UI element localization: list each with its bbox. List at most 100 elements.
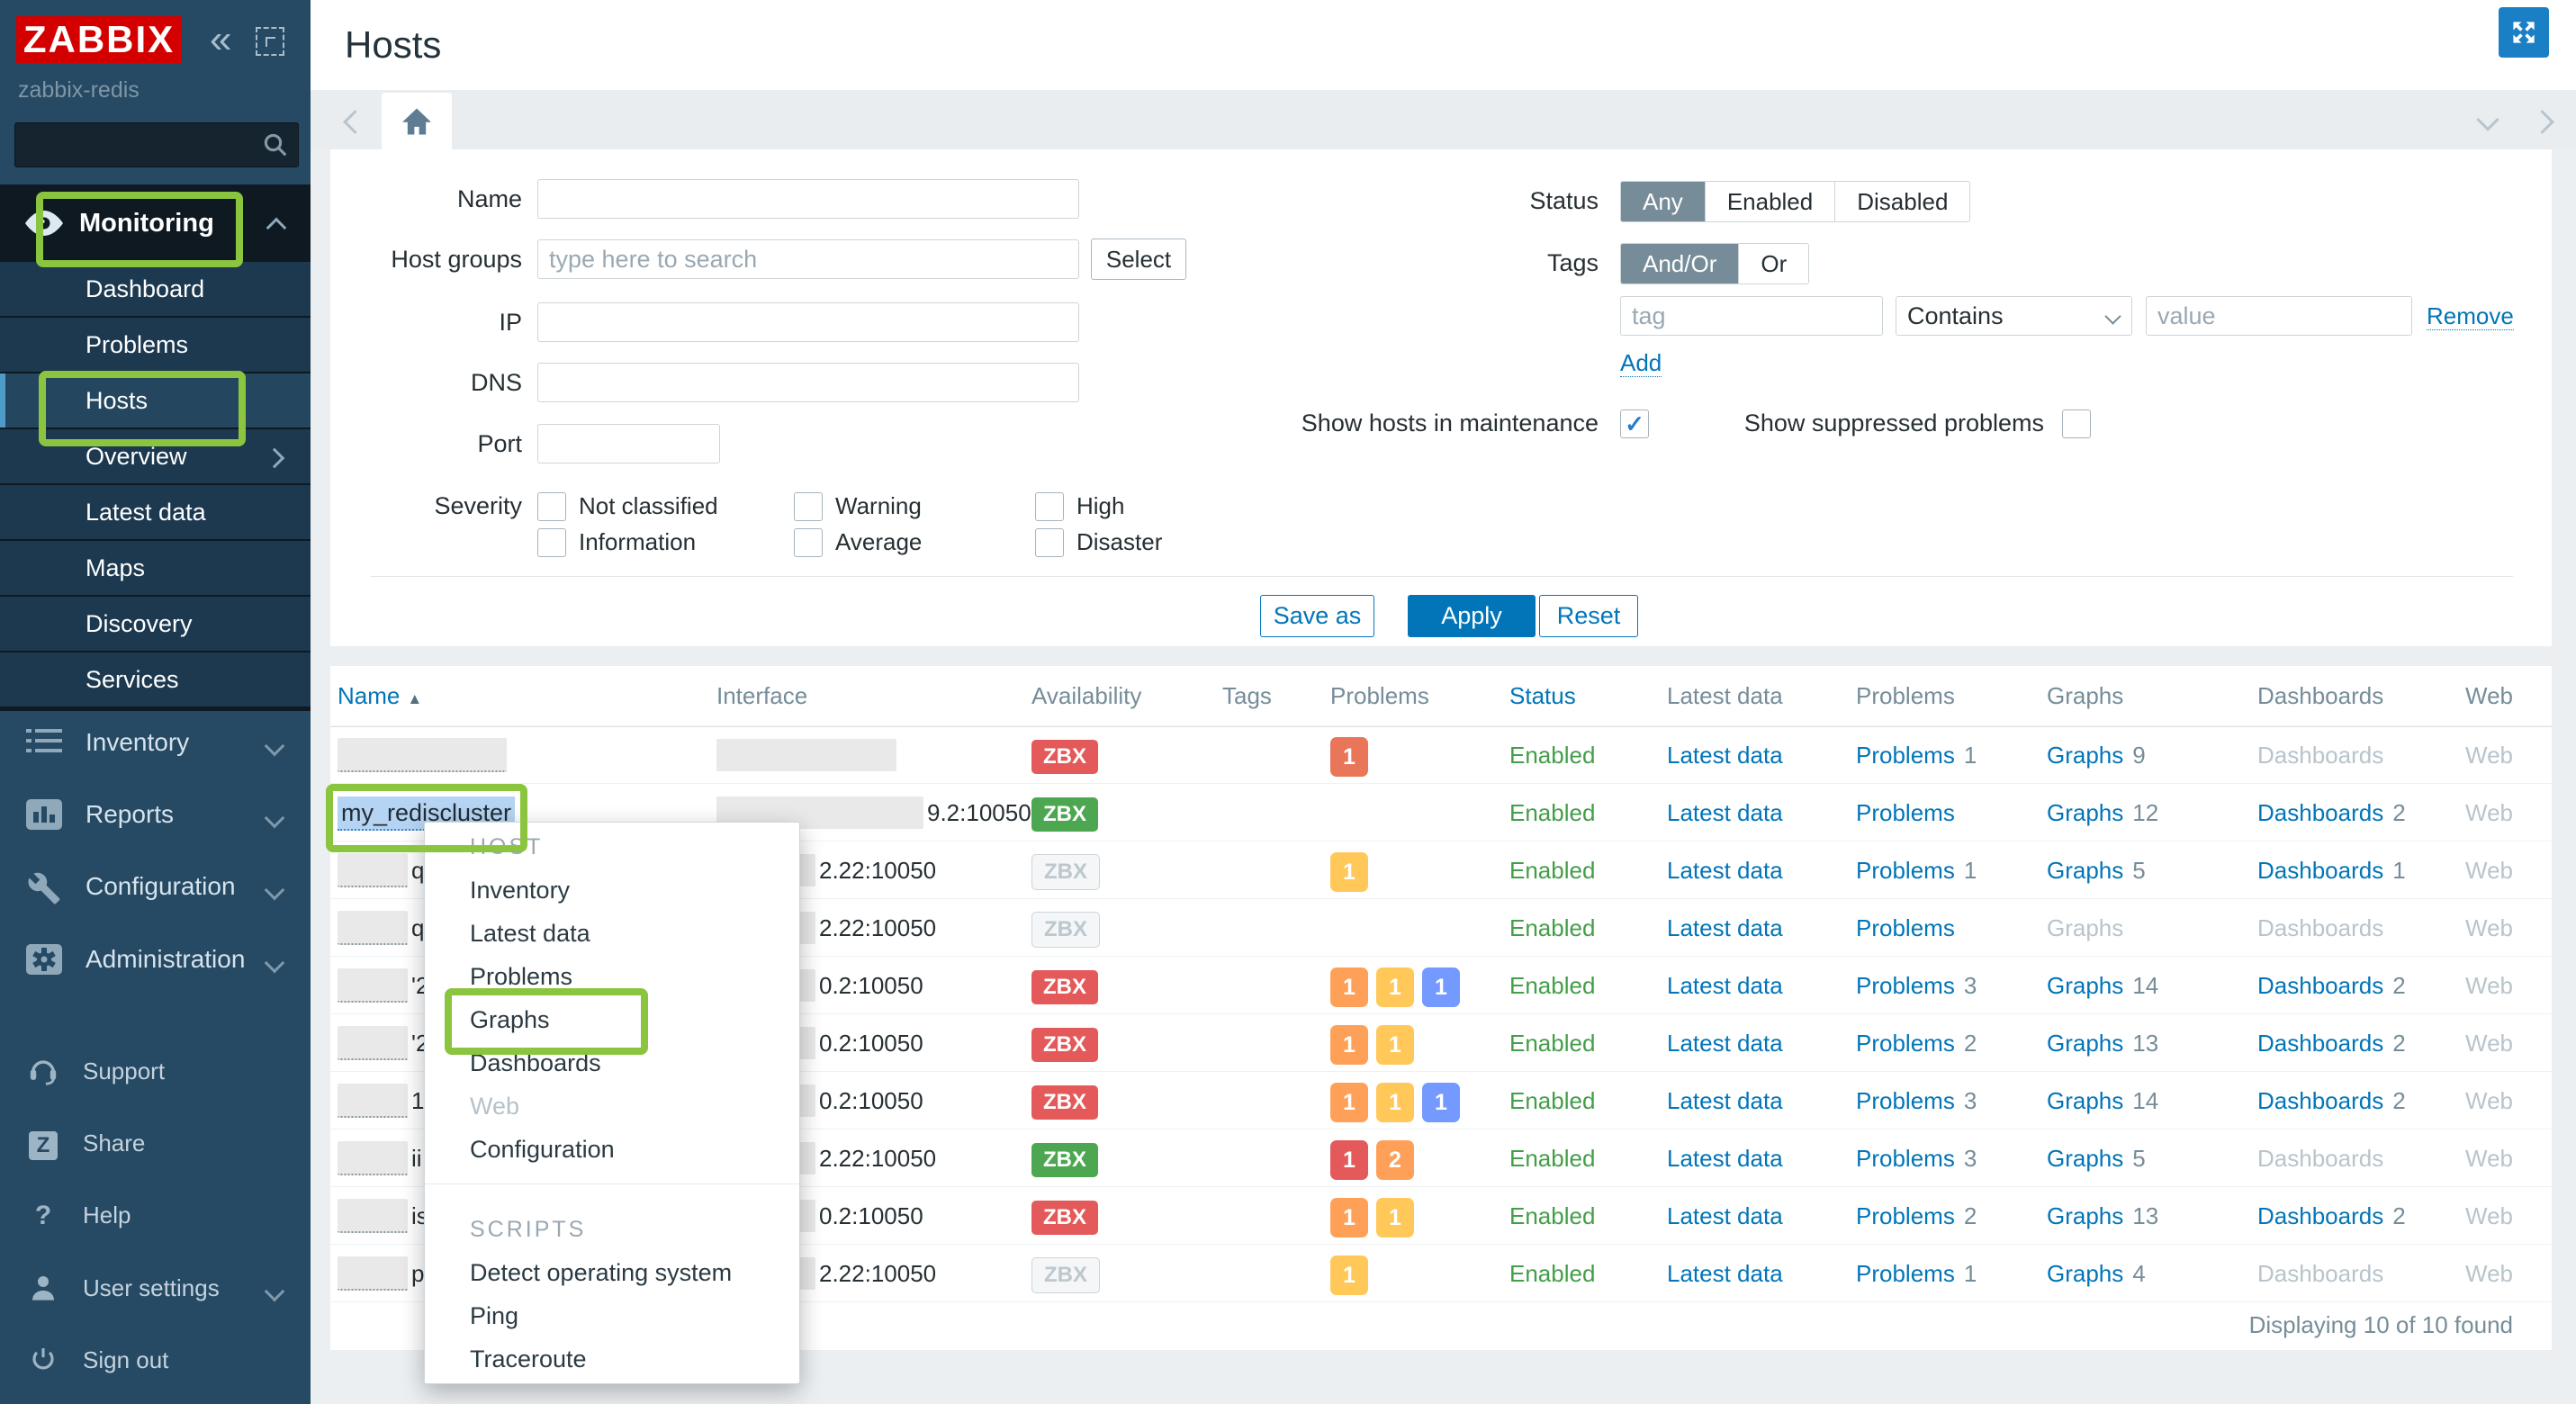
problems-link[interactable]: Problems: [1856, 1202, 1955, 1229]
problem-badge-info[interactable]: 1: [1422, 1083, 1460, 1123]
dashboards-link[interactable]: Dashboards: [2257, 857, 2384, 884]
sidebar-item-administration[interactable]: Administration: [0, 932, 311, 986]
menu-item-graphs[interactable]: Graphs: [470, 1006, 550, 1033]
sidebar-item-maps[interactable]: Maps: [0, 541, 311, 595]
problem-badge-average[interactable]: 1: [1330, 1083, 1368, 1123]
problem-badge-average[interactable]: 2: [1376, 1140, 1414, 1181]
latest-data-link[interactable]: Latest data: [1667, 1260, 1783, 1287]
latest-data-link[interactable]: Latest data: [1667, 1145, 1783, 1172]
problems-link[interactable]: Problems: [1856, 857, 1955, 884]
severity-not-classified-checkbox[interactable]: [537, 492, 566, 521]
sidebar-item-help[interactable]: ? Help: [0, 1188, 311, 1242]
latest-data-link[interactable]: Latest data: [1667, 857, 1783, 884]
latest-data-link[interactable]: Latest data: [1667, 1202, 1783, 1229]
severity-warning-checkbox[interactable]: [794, 492, 823, 521]
severity-high-checkbox[interactable]: [1035, 492, 1064, 521]
problem-badge-average[interactable]: 1: [1330, 1025, 1368, 1066]
latest-data-link[interactable]: Latest data: [1667, 1030, 1783, 1057]
pin-sidebar-icon[interactable]: [256, 27, 284, 56]
problem-badge-disaster[interactable]: 1: [1330, 1140, 1368, 1181]
save-as-button[interactable]: Save as: [1260, 595, 1374, 637]
latest-data-link[interactable]: Latest data: [1667, 1087, 1783, 1114]
dashboards-link[interactable]: Dashboards: [2257, 799, 2384, 826]
problems-link[interactable]: Problems: [1856, 742, 1955, 769]
menu-item-ping[interactable]: Ping: [470, 1302, 519, 1329]
graphs-link[interactable]: Graphs: [2047, 1145, 2124, 1172]
graphs-link[interactable]: Graphs: [2047, 1087, 2124, 1114]
ip-input[interactable]: [537, 302, 1079, 342]
menu-item-dashboards[interactable]: Dashboards: [470, 1049, 601, 1076]
graphs-link[interactable]: Graphs: [2047, 799, 2124, 826]
sidebar-item-discovery[interactable]: Discovery: [0, 597, 311, 651]
sidebar-item-user-settings[interactable]: User settings: [0, 1261, 311, 1315]
problem-badge-warning[interactable]: 1: [1376, 968, 1414, 1008]
sidebar-item-services[interactable]: Services: [0, 652, 311, 706]
problem-badge-warning[interactable]: 1: [1376, 1198, 1414, 1238]
tag-name-input[interactable]: [1620, 296, 1883, 336]
problem-badge-warning[interactable]: 1: [1330, 1256, 1368, 1296]
menu-item-latest-data[interactable]: Latest data: [470, 920, 590, 947]
sidebar-item-configuration[interactable]: Configuration: [0, 860, 311, 914]
graphs-link[interactable]: Graphs: [2047, 972, 2124, 999]
sidebar-item-sign-out[interactable]: Sign out: [0, 1333, 311, 1387]
sidebar-item-share[interactable]: Z Share: [0, 1116, 311, 1170]
sidebar-item-latest-data[interactable]: Latest data: [0, 485, 311, 539]
graphs-link[interactable]: Graphs: [2047, 1202, 2124, 1229]
status-option-disabled[interactable]: Disabled: [1834, 182, 1970, 221]
tags-option-or[interactable]: Or: [1738, 244, 1809, 284]
problem-badge-warning[interactable]: 1: [1376, 1083, 1414, 1123]
severity-average-checkbox[interactable]: [794, 528, 823, 557]
add-tag-link[interactable]: Add: [1620, 349, 1662, 377]
latest-data-link[interactable]: Latest data: [1667, 972, 1783, 999]
graphs-link[interactable]: Graphs: [2047, 742, 2124, 769]
problem-badge-average[interactable]: 1: [1330, 968, 1368, 1008]
menu-item-detect-operating-system[interactable]: Detect operating system: [470, 1259, 733, 1286]
problems-link[interactable]: Problems: [1856, 914, 1955, 941]
latest-data-link[interactable]: Latest data: [1667, 742, 1783, 769]
dashboards-link[interactable]: Dashboards: [2257, 1030, 2384, 1057]
problems-link[interactable]: Problems: [1856, 972, 1955, 999]
status-option-any[interactable]: Any: [1621, 182, 1705, 221]
zabbix-logo[interactable]: ZABBIX: [16, 16, 182, 63]
latest-data-link[interactable]: Latest data: [1667, 799, 1783, 826]
dashboards-link[interactable]: Dashboards: [2257, 1087, 2384, 1114]
problems-link[interactable]: Problems: [1856, 1260, 1955, 1287]
menu-item-inventory[interactable]: Inventory: [470, 877, 571, 904]
graphs-link[interactable]: Graphs: [2047, 1260, 2124, 1287]
sidebar-item-monitoring[interactable]: Monitoring: [0, 184, 311, 262]
sidebar-item-hosts[interactable]: Hosts: [0, 374, 311, 428]
severity-information-checkbox[interactable]: [537, 528, 566, 557]
name-input[interactable]: [537, 179, 1079, 219]
menu-item-traceroute[interactable]: Traceroute: [470, 1346, 587, 1372]
problem-badge-average[interactable]: 1: [1330, 1198, 1368, 1238]
latest-data-link[interactable]: Latest data: [1667, 914, 1783, 941]
problem-badge-warning[interactable]: 1: [1330, 852, 1368, 893]
column-header-status[interactable]: Status: [1509, 682, 1576, 709]
remove-tag-link[interactable]: Remove: [2427, 302, 2514, 330]
problems-link[interactable]: Problems: [1856, 1145, 1955, 1172]
tab-list-icon[interactable]: [2476, 108, 2499, 131]
column-header-name[interactable]: Name ▲: [338, 682, 423, 709]
sidebar-item-overview[interactable]: Overview: [0, 429, 311, 483]
reset-button[interactable]: Reset: [1539, 595, 1638, 637]
dashboards-link[interactable]: Dashboards: [2257, 972, 2384, 999]
sidebar-item-inventory[interactable]: Inventory: [0, 716, 311, 770]
problem-badge-high[interactable]: 1: [1330, 737, 1368, 778]
select-button[interactable]: Select: [1091, 238, 1186, 280]
graphs-link[interactable]: Graphs: [2047, 1030, 2124, 1057]
suppressed-checkbox[interactable]: [2062, 410, 2091, 438]
apply-button[interactable]: Apply: [1408, 595, 1536, 637]
maintenance-checkbox[interactable]: ✓: [1620, 410, 1649, 438]
tag-value-input[interactable]: [2146, 296, 2412, 336]
kiosk-mode-button[interactable]: [2499, 7, 2549, 58]
problems-link[interactable]: Problems: [1856, 799, 1955, 826]
sidebar-item-problems[interactable]: Problems: [0, 318, 311, 372]
sidebar-item-reports[interactable]: Reports: [0, 788, 311, 842]
port-input[interactable]: [537, 424, 720, 464]
tags-option-and-or[interactable]: And/Or: [1621, 244, 1739, 284]
tab-home[interactable]: [382, 93, 452, 149]
sidebar-search-input[interactable]: [14, 122, 299, 167]
graphs-link[interactable]: Graphs: [2047, 857, 2124, 884]
sidebar-item-dashboard[interactable]: Dashboard: [0, 262, 311, 316]
menu-item-configuration[interactable]: Configuration: [470, 1136, 615, 1163]
